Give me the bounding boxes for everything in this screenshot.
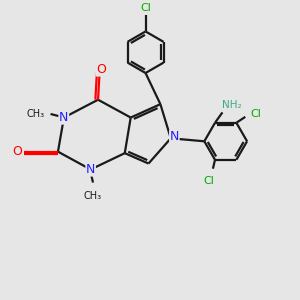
Text: Cl: Cl — [250, 109, 261, 119]
Text: O: O — [12, 145, 22, 158]
Text: CH₃: CH₃ — [84, 191, 102, 201]
Text: N: N — [59, 111, 69, 124]
Text: NH₂: NH₂ — [221, 100, 241, 110]
Text: N: N — [170, 130, 179, 143]
Text: Cl: Cl — [140, 3, 151, 13]
Text: N: N — [86, 163, 95, 176]
Text: Cl: Cl — [204, 176, 214, 186]
Text: CH₃: CH₃ — [26, 109, 44, 119]
Text: O: O — [96, 63, 106, 76]
